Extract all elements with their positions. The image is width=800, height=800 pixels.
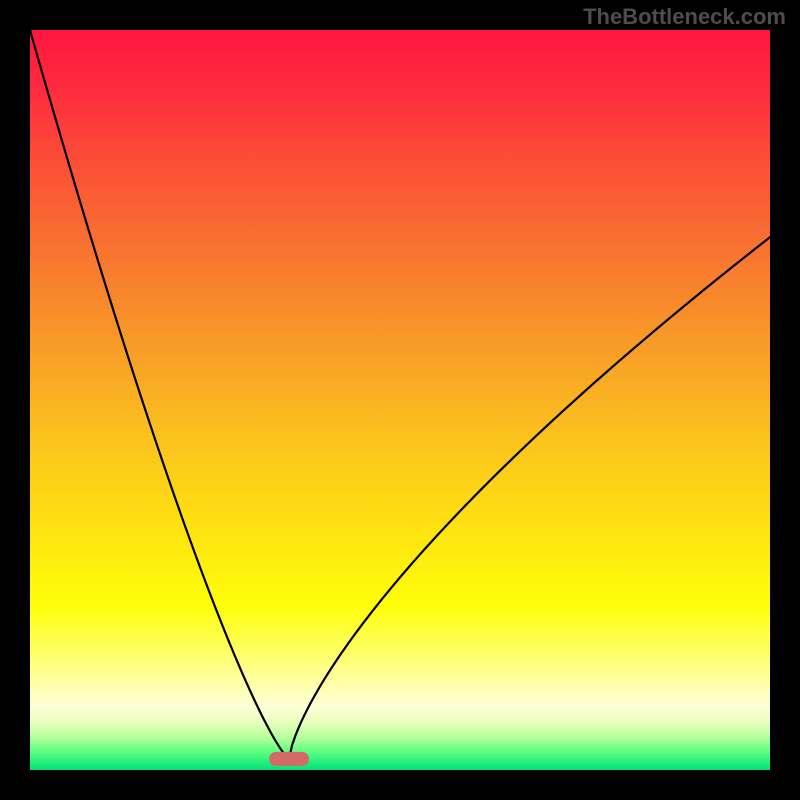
plot-area (30, 30, 770, 770)
bottleneck-curve-chart (30, 30, 770, 770)
chart-frame: TheBottleneck.com (0, 0, 800, 800)
watermark-text: TheBottleneck.com (583, 4, 786, 30)
optimal-marker (269, 752, 309, 766)
